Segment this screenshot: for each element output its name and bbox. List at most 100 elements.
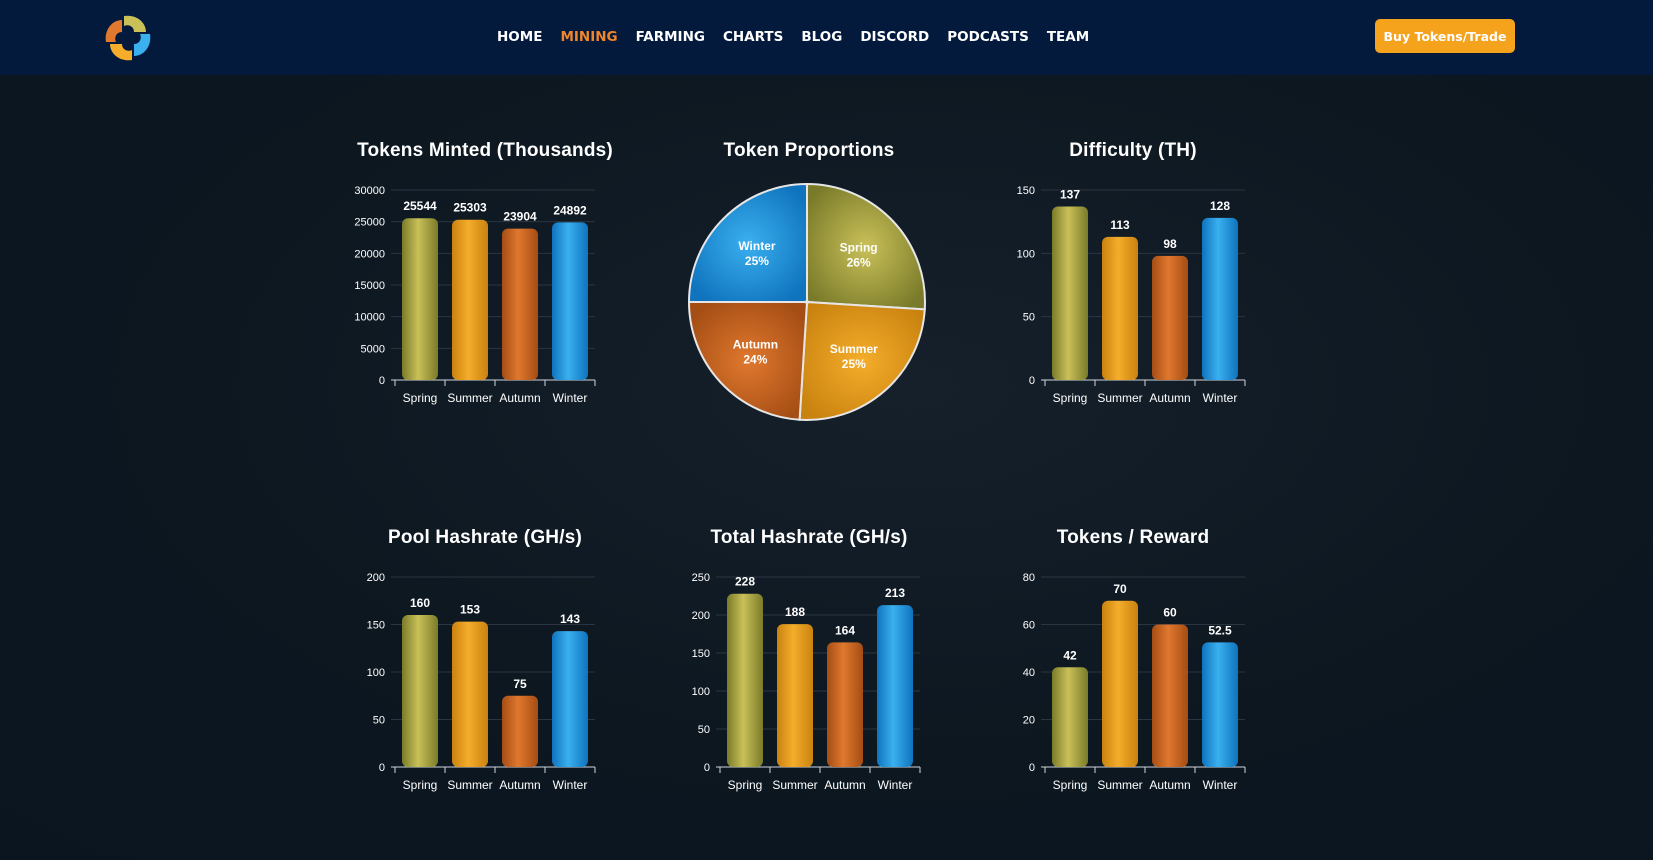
pie-label-name: Spring xyxy=(840,241,878,255)
x-tick-label: Summer xyxy=(447,391,492,405)
bar-summer xyxy=(452,621,488,767)
data-label: 128 xyxy=(1210,199,1230,213)
data-label: 25303 xyxy=(453,201,487,215)
nav-discord[interactable]: DISCORD xyxy=(860,29,930,45)
y-tick-label: 40 xyxy=(1023,667,1035,679)
x-tick-label: Spring xyxy=(1053,391,1088,405)
chart-pool-hashrate: 0 50 100 150 200 160 Spring 153 Summer 75 Autumn 14… xyxy=(367,572,596,792)
y-tick-label: 100 xyxy=(692,686,710,698)
y-tick-label: 50 xyxy=(698,724,710,736)
y-tick-label: 150 xyxy=(1017,185,1035,197)
y-tick-label: 25000 xyxy=(354,217,385,229)
x-tick-label: Winter xyxy=(1203,778,1238,792)
nav-home[interactable]: HOME xyxy=(497,29,543,45)
bar-winter xyxy=(1202,642,1238,767)
x-tick-label: Autumn xyxy=(499,391,540,405)
bar-autumn xyxy=(502,228,538,380)
x-tick-label: Summer xyxy=(1097,391,1142,405)
chart-tokens-minted: 0 5000 10000 15000 20000 25000 30000 25544 Sprin… xyxy=(354,185,596,405)
y-tick-label: 100 xyxy=(367,667,385,679)
y-tick-label: 60 xyxy=(1023,620,1035,632)
pie-center-dot xyxy=(805,300,809,304)
nav-team[interactable]: TEAM xyxy=(1046,29,1090,45)
y-tick-label: 5000 xyxy=(361,343,385,355)
y-tick-label: 20000 xyxy=(354,248,385,260)
pie-slice-autumn xyxy=(687,301,809,421)
pie-slice-summer xyxy=(798,300,926,421)
site-header: HOME MINING FARMING CHARTS BLOG DISCORD … xyxy=(0,0,1653,75)
data-label: 228 xyxy=(735,575,755,589)
pie-label-percent: 25% xyxy=(842,357,866,371)
bar-summer xyxy=(452,219,488,380)
pie-label-name: Winter xyxy=(738,239,776,253)
chart-title-total-hashrate: Total Hashrate (GH/s) xyxy=(710,527,908,548)
data-label: 160 xyxy=(410,596,430,610)
data-label: 153 xyxy=(460,603,480,617)
nav-mining[interactable]: MINING xyxy=(560,29,618,45)
x-tick-label: Summer xyxy=(1097,778,1142,792)
chart-title-difficulty: Difficulty (TH) xyxy=(1069,140,1197,161)
y-tick-label: 0 xyxy=(1029,762,1035,774)
data-label: 137 xyxy=(1060,187,1080,201)
bar-autumn xyxy=(827,642,863,767)
bar-autumn xyxy=(1152,624,1188,767)
chart-title-tokens-reward: Tokens / Reward xyxy=(1056,527,1210,548)
logo-icon[interactable] xyxy=(100,10,156,66)
data-label: 213 xyxy=(885,586,905,600)
data-label: 75 xyxy=(513,677,527,691)
bar-winter xyxy=(1202,217,1238,380)
pie-label-percent: 25% xyxy=(745,254,769,268)
y-tick-label: 150 xyxy=(367,620,385,632)
pie-slice-winter xyxy=(687,182,808,303)
bar-spring xyxy=(1052,667,1088,767)
nav-farming[interactable]: FARMING xyxy=(635,29,705,45)
x-tick-label: Winter xyxy=(553,391,588,405)
data-label: 25544 xyxy=(403,199,437,213)
bar-spring xyxy=(727,593,763,767)
x-tick-label: Spring xyxy=(403,778,438,792)
bar-summer xyxy=(1102,236,1138,380)
y-tick-label: 50 xyxy=(1023,312,1035,324)
chart-tokens-reward: 0 20 40 60 80 42 Spring 70 Summer 60 Autumn 52.5 Win… xyxy=(1023,572,1246,792)
nav-blog[interactable]: BLOG xyxy=(801,29,843,45)
x-tick-label: Summer xyxy=(772,778,817,792)
y-tick-label: 50 xyxy=(373,715,385,727)
nav-charts[interactable]: CHARTS xyxy=(722,29,784,45)
data-label: 113 xyxy=(1110,218,1130,232)
main-nav: HOME MINING FARMING CHARTS BLOG DISCORD … xyxy=(497,27,1089,47)
chart-title-pool-hashrate: Pool Hashrate (GH/s) xyxy=(387,527,583,548)
pie-label-percent: 24% xyxy=(743,352,767,366)
x-tick-label: Spring xyxy=(728,778,763,792)
y-tick-label: 80 xyxy=(1023,572,1035,584)
bar-spring xyxy=(402,218,438,380)
y-tick-label: 20 xyxy=(1023,715,1035,727)
buy-tokens-button[interactable]: Buy Tokens/Trade xyxy=(1375,19,1515,53)
bar-spring xyxy=(402,615,438,767)
y-tick-label: 200 xyxy=(367,572,385,584)
nav-podcasts[interactable]: PODCASTS xyxy=(947,29,1029,45)
pie-label-name: Summer xyxy=(830,342,878,356)
bar-spring xyxy=(1052,206,1088,380)
bar-winter xyxy=(877,605,913,767)
data-label: 143 xyxy=(560,612,580,626)
data-label: 98 xyxy=(1163,237,1177,251)
x-tick-label: Autumn xyxy=(499,778,540,792)
x-tick-label: Winter xyxy=(1203,391,1238,405)
data-label: 52.5 xyxy=(1208,623,1232,637)
chart-difficulty: 0 50 100 150 137 Spring 113 Summer 98 Autumn 128 Wi… xyxy=(1017,185,1246,405)
y-tick-label: 100 xyxy=(1017,248,1035,260)
data-label: 60 xyxy=(1163,606,1177,620)
x-tick-label: Winter xyxy=(553,778,588,792)
data-label: 188 xyxy=(785,605,805,619)
x-tick-label: Autumn xyxy=(824,778,865,792)
x-tick-label: Summer xyxy=(447,778,492,792)
bar-autumn xyxy=(502,695,538,767)
chart-title-token-proportions: Token Proportions xyxy=(723,140,895,161)
y-tick-label: 150 xyxy=(692,648,710,660)
x-tick-label: Autumn xyxy=(1149,778,1190,792)
y-tick-label: 30000 xyxy=(354,185,385,197)
pie-slice-spring xyxy=(806,182,926,311)
x-tick-label: Autumn xyxy=(1149,391,1190,405)
y-tick-label: 0 xyxy=(704,762,710,774)
